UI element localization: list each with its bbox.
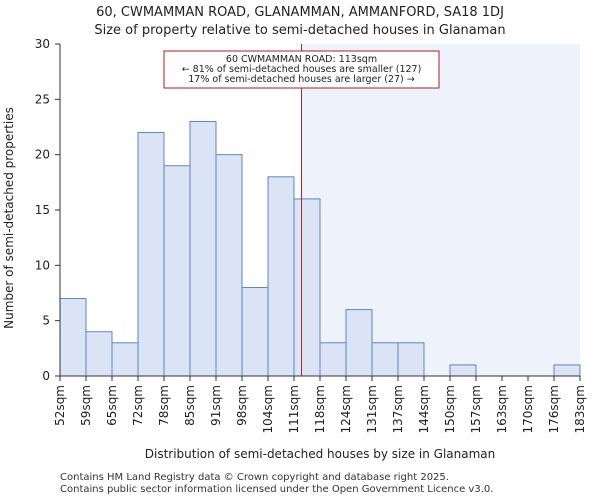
- chart-subtitle: Size of property relative to semi-detach…: [94, 23, 505, 38]
- bar-131sqm: [371, 342, 399, 377]
- annotation-line2: ← 81% of semi-detached houses are smalle…: [182, 64, 422, 75]
- x-tick-label: 176sqm: [547, 385, 561, 433]
- x-tick-label: 163sqm: [495, 385, 509, 433]
- x-tick-label: 104sqm: [261, 385, 275, 433]
- bar-98sqm: [241, 286, 269, 377]
- x-tick-label: 124sqm: [339, 385, 353, 433]
- bar-59sqm: [85, 331, 113, 377]
- x-tick-label: 72sqm: [131, 385, 145, 426]
- y-tick-label: 30: [35, 37, 50, 51]
- x-tick-label: 183sqm: [573, 385, 587, 433]
- annotation-line3: 17% of semi-detached houses are larger (…: [188, 74, 415, 85]
- bar-124sqm: [345, 309, 373, 377]
- y-tick-label: 0: [42, 369, 50, 383]
- y-tick-label: 10: [35, 258, 50, 272]
- x-tick-label: 59sqm: [79, 385, 93, 426]
- x-tick-label: 91sqm: [209, 385, 223, 426]
- footer-licence: Contains public sector information licen…: [60, 484, 494, 495]
- bar-65sqm: [111, 342, 139, 377]
- y-tick-label: 25: [35, 92, 50, 106]
- x-tick-label: 137sqm: [391, 385, 405, 433]
- x-tick-label: 98sqm: [235, 385, 249, 426]
- x-tick-label: 131sqm: [365, 385, 379, 433]
- x-tick-label: 170sqm: [521, 385, 535, 433]
- bar-176sqm: [553, 364, 581, 377]
- y-tick-label: 5: [42, 314, 50, 328]
- bar-104sqm: [267, 176, 295, 377]
- bar-78sqm: [163, 165, 191, 377]
- x-axis-label: Distribution of semi-detached houses by …: [145, 447, 495, 461]
- y-axis-label: Number of semi-detached properties: [2, 107, 16, 329]
- x-tick-label: 52sqm: [53, 385, 67, 426]
- x-tick-label: 144sqm: [417, 385, 431, 433]
- x-tick-label: 65sqm: [105, 385, 119, 426]
- annotation-line1: 60 CWMAMMAN ROAD: 113sqm: [226, 54, 377, 65]
- y-tick-label: 20: [35, 148, 50, 162]
- bar-118sqm: [319, 342, 347, 377]
- x-tick-label: 85sqm: [183, 385, 197, 426]
- bar-72sqm: [137, 132, 165, 377]
- footer-copyright: Contains HM Land Registry data © Crown c…: [60, 472, 449, 483]
- y-tick-label: 15: [35, 203, 50, 217]
- bar-91sqm: [215, 154, 243, 377]
- larger-region-highlight: [301, 44, 580, 376]
- x-tick-label: 157sqm: [469, 385, 483, 433]
- chart-title: 60, CWMAMMAN ROAD, GLANAMMAN, AMMANFORD,…: [96, 5, 504, 20]
- bar-150sqm: [449, 364, 477, 377]
- bar-52sqm: [59, 298, 87, 377]
- x-tick-label: 118sqm: [313, 385, 327, 433]
- x-tick-label: 111sqm: [287, 385, 301, 433]
- bar-85sqm: [189, 120, 217, 377]
- annotation-box: [163, 50, 440, 89]
- bar-111sqm: [293, 198, 321, 377]
- x-tick-label: 150sqm: [443, 385, 457, 433]
- x-tick-label: 78sqm: [157, 385, 171, 426]
- bar-137sqm: [397, 342, 425, 377]
